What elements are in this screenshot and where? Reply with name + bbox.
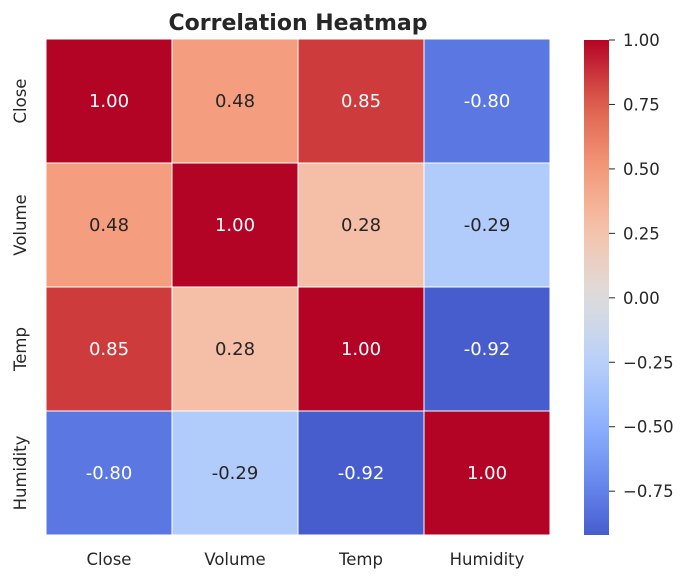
heatmap-cell-value: 1.00 xyxy=(341,339,381,360)
y-axis-tick-labels: Close Volume Temp Humidity xyxy=(11,79,30,511)
colorbar: 1.00 0.75 0.50 0.25 0.00 −0.25 −0.50 −0.75 xyxy=(584,31,674,535)
heatmap-cell xyxy=(171,38,299,164)
heatmap-cell-labels: 1.00 0.48 0.85 -0.80 0.48 1.00 0.28 -0.29 0.85 0.… xyxy=(86,91,511,484)
chart-title: Correlation Heatmap xyxy=(169,11,428,36)
heatmap-cell xyxy=(45,162,173,288)
colorbar-tick-label: 0.25 xyxy=(623,224,660,243)
colorbar-tick-label: −0.50 xyxy=(623,418,674,437)
x-tick-label: Close xyxy=(87,550,132,569)
x-axis-tick-labels: Close Volume Temp Humidity xyxy=(87,550,525,569)
heatmap-cell xyxy=(171,286,299,412)
heatmap-cell-value: 0.85 xyxy=(341,91,381,112)
heatmap-cell xyxy=(45,38,173,164)
x-tick-label: Volume xyxy=(204,550,265,569)
x-tick-label: Humidity xyxy=(450,550,525,569)
heatmap-cell-value: -0.29 xyxy=(464,215,511,236)
colorbar-tick-label: −0.75 xyxy=(623,482,674,501)
heatmap-cell-value: -0.92 xyxy=(338,463,385,484)
heatmap-cell-value: 0.28 xyxy=(215,339,255,360)
colorbar-tick-label: 0.50 xyxy=(623,160,660,179)
x-tick-label: Temp xyxy=(338,550,383,569)
heatmap-cell-value: 0.48 xyxy=(89,215,129,236)
heatmap-cell xyxy=(423,286,551,412)
colorbar-tick-label: 1.00 xyxy=(623,31,660,50)
colorbar-gradient xyxy=(584,40,609,535)
heatmap-cells xyxy=(45,38,551,536)
heatmap-cell xyxy=(45,410,173,536)
heatmap-cell-value: 0.85 xyxy=(89,339,129,360)
heatmap-cell-value: 1.00 xyxy=(215,215,255,236)
heatmap-cell-value: 1.00 xyxy=(89,91,129,112)
heatmap-cell-value: -0.92 xyxy=(464,339,511,360)
y-tick-label: Humidity xyxy=(11,435,30,510)
heatmap-cell-value: 0.28 xyxy=(341,215,381,236)
heatmap-cell-value: 1.00 xyxy=(467,463,507,484)
heatmap-cell xyxy=(297,410,425,536)
heatmap-cell-value: 0.48 xyxy=(215,91,255,112)
colorbar-ticks: 1.00 0.75 0.50 0.25 0.00 −0.25 −0.50 −0.75 xyxy=(609,31,674,501)
heatmap-cell xyxy=(423,162,551,288)
heatmap-cell xyxy=(423,410,551,536)
y-tick-label: Temp xyxy=(11,327,30,372)
colorbar-tick-label: −0.25 xyxy=(623,353,674,372)
heatmap-cell xyxy=(171,162,299,288)
heatmap-cell-value: -0.80 xyxy=(86,463,133,484)
heatmap-cell xyxy=(297,38,425,164)
heatmap-cell xyxy=(171,410,299,536)
y-tick-label: Close xyxy=(11,79,30,124)
colorbar-tick-label: 0.00 xyxy=(623,289,660,308)
colorbar-tick-label: 0.75 xyxy=(623,95,660,114)
heatmap-cell xyxy=(423,38,551,164)
heatmap-cell-value: -0.29 xyxy=(212,463,259,484)
y-tick-label: Volume xyxy=(11,194,30,255)
heatmap-cell-value: -0.80 xyxy=(464,91,511,112)
